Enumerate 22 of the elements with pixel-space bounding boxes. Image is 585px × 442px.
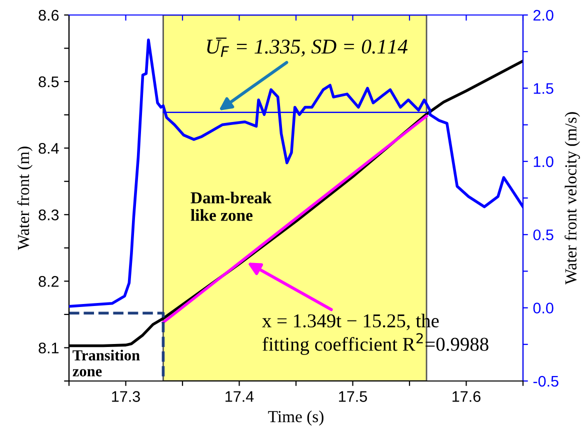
y2-tick-label: 1.0 bbox=[534, 156, 554, 168]
y-tick-label: 8.6 bbox=[38, 10, 59, 21]
annotation: U̅$_{F}$ = 1.335, SD = 0.114 bbox=[207, 38, 408, 57]
y2-tick-label: 2.0 bbox=[533, 10, 554, 21]
annotation: Dam-break like zone bbox=[190, 192, 272, 221]
y2-tick-label: -0.5 bbox=[533, 376, 558, 387]
y2-tick-label: 0.0 bbox=[533, 302, 554, 314]
x-tick-label: 17.6 bbox=[452, 391, 480, 402]
y-tick-label: 8.5 bbox=[38, 76, 59, 88]
y-tick-label: 8.2 bbox=[38, 276, 59, 287]
y-tick-label: 8.4 bbox=[38, 142, 59, 154]
x-tick-label: 17.3 bbox=[112, 391, 140, 402]
x-tick-label: 17.4 bbox=[226, 391, 254, 402]
y2-axis-title: Water front velocity (m/s) bbox=[564, 112, 580, 285]
y-tick-label: 8.3 bbox=[38, 210, 59, 220]
annotation: Transition zone bbox=[72, 350, 140, 376]
x-tick-label: 17.5 bbox=[339, 391, 367, 402]
x-axis-title: Time (s) bbox=[268, 410, 324, 426]
y2-tick-label: 0.5 bbox=[533, 229, 554, 240]
y2-tick-label: 1.5 bbox=[534, 83, 554, 94]
y-axis-title: Water front (m) bbox=[17, 146, 32, 250]
y-tick-label: 8.1 bbox=[38, 342, 59, 354]
